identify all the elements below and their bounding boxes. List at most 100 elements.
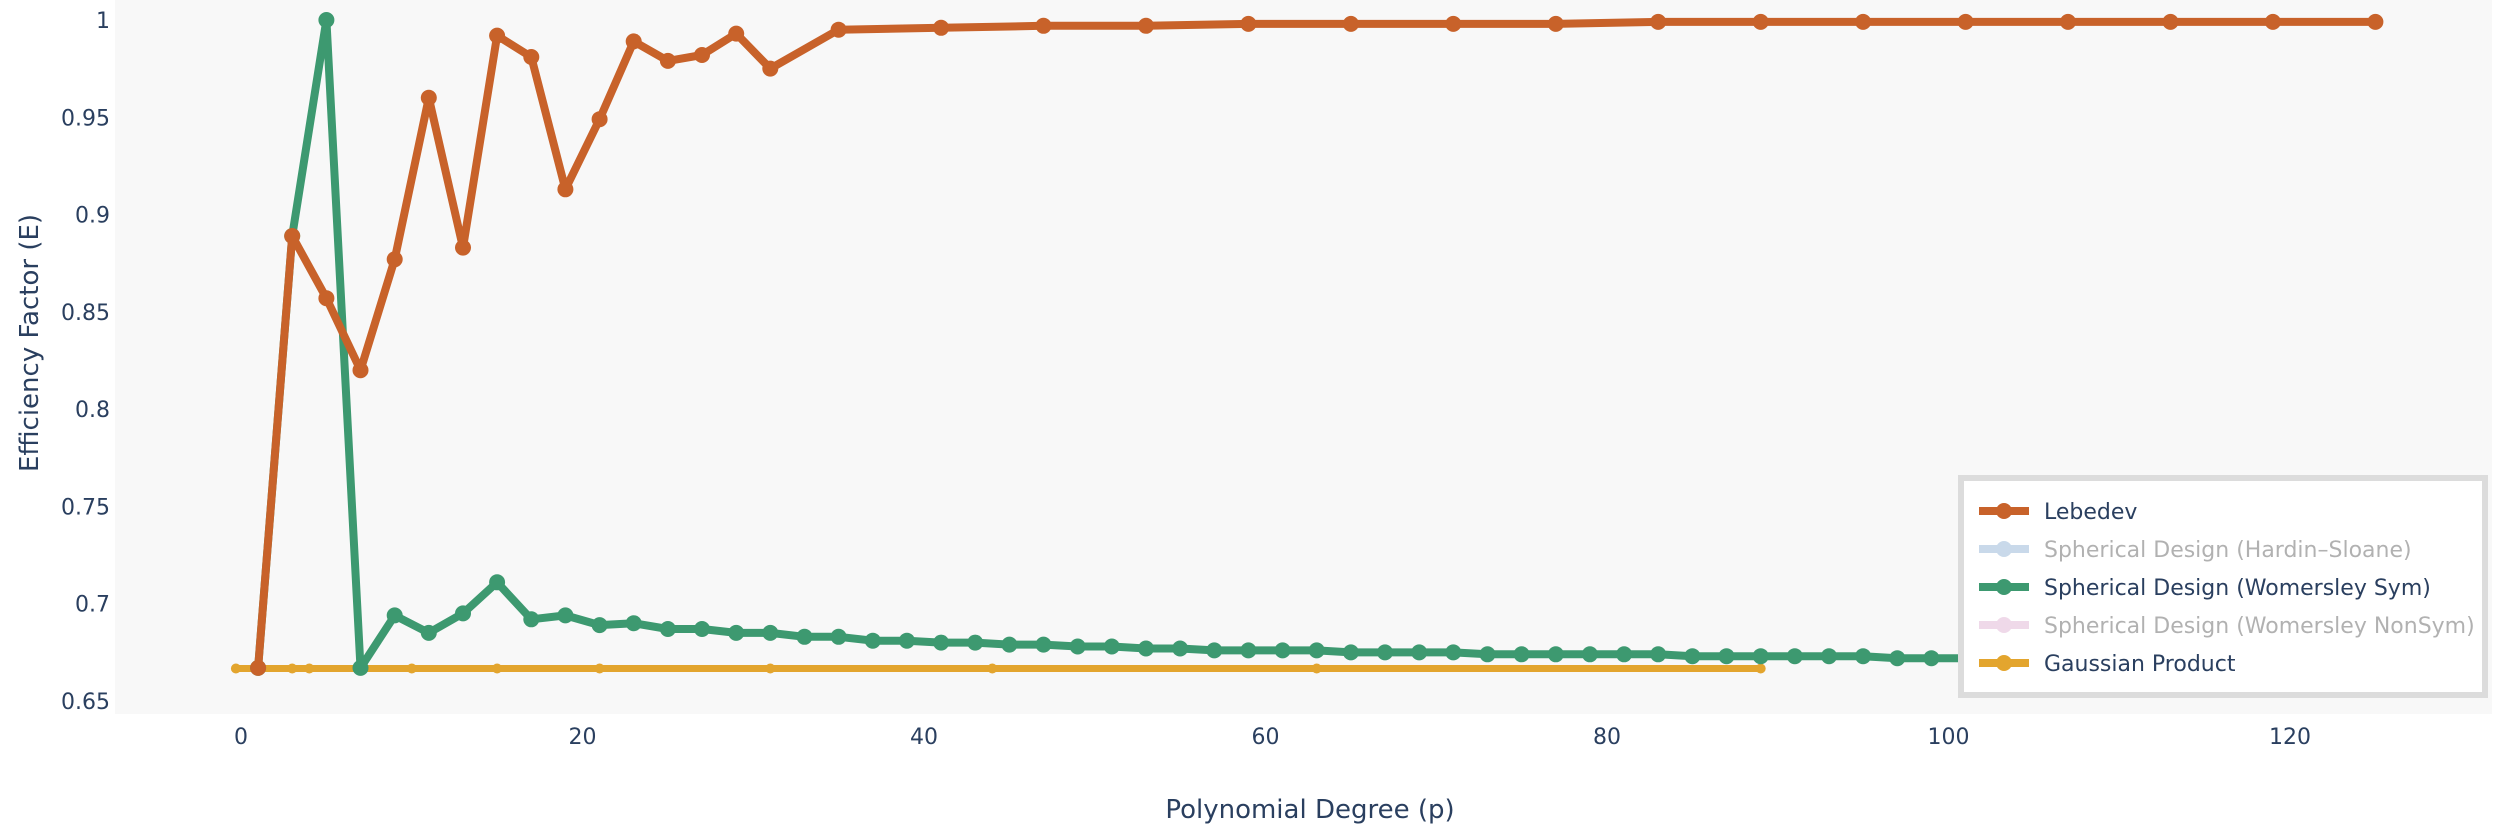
- y-tick-label: 0.8: [75, 398, 110, 423]
- data-point: [1616, 646, 1633, 663]
- data-point: [1581, 646, 1598, 663]
- data-point: [765, 663, 776, 674]
- data-point: [1342, 15, 1359, 32]
- legend-label: Gaussian Product: [2044, 652, 2236, 677]
- data-point: [557, 181, 574, 198]
- data-point: [762, 624, 779, 641]
- data-point: [1755, 663, 1766, 674]
- y-tick-label: 0.9: [75, 204, 110, 229]
- data-point: [830, 21, 847, 38]
- data-point: [591, 617, 608, 634]
- data-point: [420, 89, 437, 106]
- data-point: [455, 605, 471, 622]
- data-point: [762, 60, 779, 77]
- y-tick-label: 0.65: [61, 690, 110, 715]
- x-tick-label: 100: [1928, 725, 1970, 750]
- data-point: [352, 362, 369, 379]
- data-point: [1855, 648, 1872, 665]
- data-point: [1445, 15, 1462, 32]
- y-tick-label: 0.7: [75, 593, 110, 618]
- data-point: [1684, 648, 1701, 665]
- x-tick-label: 40: [910, 725, 938, 750]
- data-point: [1172, 640, 1189, 657]
- series-gaussian-product: [230, 663, 1766, 674]
- y-axis-ticks: 0.65 0.7 0.75 0.8 0.85 0.9 0.95 1: [61, 9, 110, 715]
- data-point: [1547, 646, 1564, 663]
- data-point: [523, 611, 540, 628]
- data-point: [1206, 642, 1223, 659]
- data-point: [659, 621, 676, 637]
- data-point: [1821, 648, 1837, 665]
- data-point: [933, 634, 950, 651]
- data-point: [1445, 644, 1462, 661]
- data-point: [523, 49, 540, 65]
- data-point: [1308, 642, 1325, 659]
- data-point: [284, 228, 301, 244]
- data-point: [230, 663, 241, 674]
- data-point: [625, 33, 642, 50]
- data-point: [898, 632, 915, 649]
- data-point: [386, 251, 403, 268]
- legend: Lebedev Spherical Design (Hardin–Sloane) S…: [1958, 475, 2488, 698]
- data-point: [933, 19, 950, 36]
- legend-swatch-marker: [1996, 579, 2012, 595]
- data-point: [1103, 638, 1120, 655]
- data-point: [694, 621, 710, 637]
- legend-box: [1958, 475, 2488, 698]
- data-point: [1650, 646, 1667, 663]
- legend-label: Spherical Design (Womersley Sym): [2044, 576, 2431, 601]
- data-point: [304, 663, 315, 674]
- data-point: [1923, 650, 1940, 667]
- y-tick-label: 0.85: [61, 301, 110, 326]
- legend-swatch-marker: [1996, 655, 2012, 671]
- data-point: [489, 574, 506, 591]
- data-point: [250, 659, 267, 676]
- data-point: [1513, 646, 1530, 663]
- y-tick-label: 0.95: [61, 106, 110, 131]
- data-point: [1957, 13, 1974, 30]
- data-point: [967, 634, 984, 651]
- data-point: [864, 632, 881, 649]
- data-point: [1377, 644, 1393, 661]
- x-tick-label: 20: [569, 725, 597, 750]
- data-point: [1240, 642, 1257, 659]
- data-point: [1479, 646, 1496, 663]
- data-point: [796, 628, 813, 645]
- data-point: [1274, 642, 1291, 659]
- x-tick-label: 0: [234, 725, 248, 750]
- data-point: [2162, 13, 2179, 30]
- data-point: [1001, 636, 1018, 653]
- data-point: [2367, 13, 2384, 30]
- legend-item[interactable]: Spherical Design (Womersley NonSym): [1979, 614, 2475, 639]
- data-point: [1855, 13, 1872, 30]
- legend-item[interactable]: Lebedev: [1979, 500, 2137, 525]
- data-point: [625, 615, 642, 632]
- data-point: [1718, 648, 1735, 665]
- data-point: [406, 663, 417, 674]
- data-point: [2060, 13, 2076, 30]
- data-point: [1752, 13, 1769, 30]
- y-axis-title: Efficiency Factor (E): [15, 214, 45, 472]
- legend-item[interactable]: Spherical Design (Hardin–Sloane): [1979, 538, 2412, 563]
- data-point: [1240, 15, 1257, 32]
- data-point: [728, 624, 745, 641]
- data-point: [318, 12, 335, 28]
- series-lebedev: [250, 13, 2384, 676]
- y-tick-label: 1: [96, 9, 110, 34]
- legend-item[interactable]: Spherical Design (Womersley Sym): [1979, 576, 2431, 601]
- data-point: [1889, 650, 1906, 667]
- data-point: [1752, 648, 1769, 665]
- data-point: [1342, 644, 1359, 661]
- data-point: [830, 628, 847, 645]
- data-point: [1547, 15, 1564, 32]
- data-point: [1650, 13, 1667, 30]
- legend-label: Spherical Design (Womersley NonSym): [2044, 614, 2475, 639]
- data-point: [1311, 663, 1322, 674]
- data-point: [1069, 638, 1086, 655]
- legend-item[interactable]: Gaussian Product: [1979, 652, 2236, 677]
- data-point: [728, 25, 745, 42]
- data-point: [1138, 640, 1154, 657]
- data-point: [287, 663, 298, 674]
- data-point: [1138, 17, 1154, 34]
